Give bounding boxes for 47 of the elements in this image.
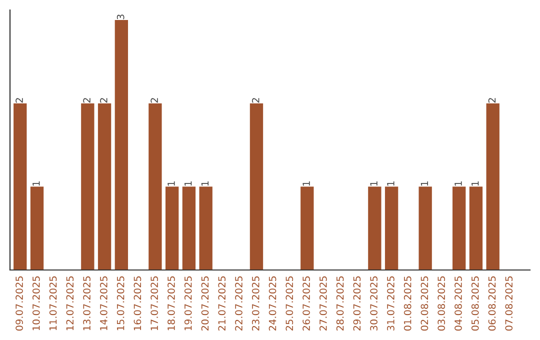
x-tick-label: 14.07.2025 [100, 276, 108, 330]
x-tick-label: 13.07.2025 [83, 276, 90, 330]
x-tick-label: 12.07.2025 [66, 276, 74, 330]
data-label: 1 [302, 181, 310, 186]
x-tick-label: 23.07.2025 [252, 276, 260, 331]
x-tick-label: 30.07.2025 [370, 276, 378, 330]
x-tick-label: 17.07.2025 [150, 276, 158, 330]
data-label: 2 [100, 98, 108, 103]
x-tick-label: 10.07.2025 [32, 276, 40, 330]
data-label: 1 [472, 181, 479, 186]
x-tick-label: 16.07.2025 [134, 276, 142, 330]
x-tick-label: 21.07.2025 [218, 276, 226, 331]
x-tick-label: 18.07.2025 [168, 276, 175, 330]
x-tick-label: 07.08.2025 [505, 276, 513, 331]
data-label: 3 [116, 14, 124, 20]
data-label: 1 [201, 181, 209, 186]
data-label: 1 [454, 181, 462, 186]
x-tick-label: 11.07.2025 [49, 276, 57, 330]
x-tick-label: 06.08.2025 [488, 276, 496, 331]
data-label: 2 [150, 98, 158, 103]
data-label: 1 [184, 181, 192, 186]
x-tick-label: 05.08.2025 [471, 276, 479, 331]
data-label: 2 [16, 98, 23, 103]
x-tick-label: 26.07.2025 [302, 276, 310, 331]
data-label: 1 [32, 181, 40, 186]
x-tick-label: 01.08.2025 [404, 276, 412, 331]
data-label: 2 [83, 98, 90, 103]
data-label: 2 [488, 98, 496, 103]
x-tick-label: 03.08.2025 [438, 276, 446, 331]
x-tick-label: 15.07.2025 [116, 276, 124, 330]
x-tick-label: 02.08.2025 [420, 276, 428, 331]
x-tick-label: 04.08.2025 [454, 276, 462, 331]
data-label: 2 [252, 98, 260, 103]
x-tick-label: 27.07.2025 [319, 276, 327, 331]
x-tick-label: 22.07.2025 [235, 276, 242, 331]
x-tick-label: 28.07.2025 [336, 276, 344, 331]
x-tick-label: 31.07.2025 [387, 276, 394, 330]
x-tick-label: 09.07.2025 [16, 276, 23, 331]
x-tick-label: 25.07.2025 [286, 276, 294, 331]
x-tick-label: 29.07.2025 [353, 276, 361, 331]
x-tick-label: 19.07.2025 [184, 276, 192, 330]
x-tick-label: 24.07.2025 [268, 276, 276, 331]
data-label: 1 [168, 181, 175, 186]
data-label: 1 [387, 181, 394, 186]
x-tick-label: 20.07.2025 [201, 276, 209, 331]
data-label: 1 [370, 181, 378, 186]
data-label: 1 [420, 181, 428, 186]
